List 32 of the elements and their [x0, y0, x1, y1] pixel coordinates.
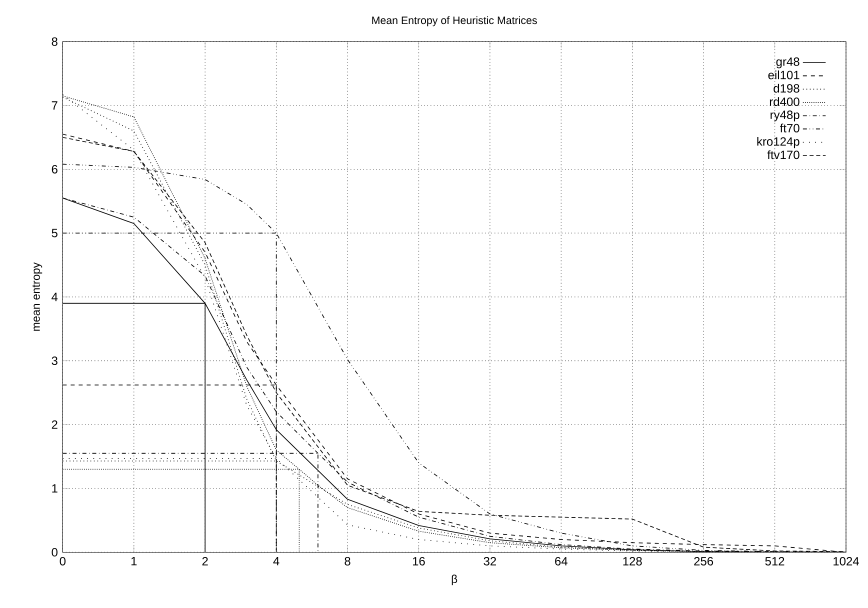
- legend-label: kro124p: [757, 136, 800, 148]
- legend-label: eil101: [768, 70, 800, 80]
- x-tick-label: 4: [273, 556, 280, 566]
- y-tick-label: 7: [52, 101, 58, 110]
- y-tick-label: 0: [52, 548, 58, 557]
- x-tick-label: 2: [202, 556, 208, 566]
- y-tick-label: 8: [52, 37, 58, 46]
- chart-title: Mean Entropy of Heuristic Matrices: [372, 16, 537, 26]
- legend-label: ftv170: [767, 150, 800, 160]
- x-tick-label: 32: [484, 556, 496, 566]
- x-tick-label: 512: [765, 556, 784, 566]
- y-tick-label: 2: [52, 420, 58, 429]
- x-tick-label: 128: [623, 556, 642, 566]
- y-tick-label: 6: [52, 165, 58, 174]
- y-axis-title: mean entropy: [32, 262, 42, 331]
- x-tick-label: 0: [60, 556, 66, 566]
- legend-label: ry48p: [770, 110, 800, 122]
- legend-label: gr48: [776, 57, 800, 68]
- legend-label: rd400: [770, 97, 800, 106]
- x-tick-label: 16: [412, 556, 425, 566]
- x-tick-label: 64: [555, 556, 568, 566]
- x-tick-label: 256: [694, 556, 714, 566]
- x-tick-label: 1024: [834, 556, 859, 566]
- y-tick-label: 5: [52, 228, 58, 238]
- y-tick-label: 3: [52, 356, 58, 366]
- y-tick-label: 4: [52, 292, 58, 302]
- legend-label: ft70: [780, 124, 800, 132]
- y-tick-label: 1: [52, 484, 58, 493]
- x-axis-title: β: [452, 574, 458, 586]
- legend-label: d198: [774, 84, 800, 93]
- x-tick-label: 8: [344, 556, 350, 566]
- x-tick-label: 1: [131, 556, 137, 566]
